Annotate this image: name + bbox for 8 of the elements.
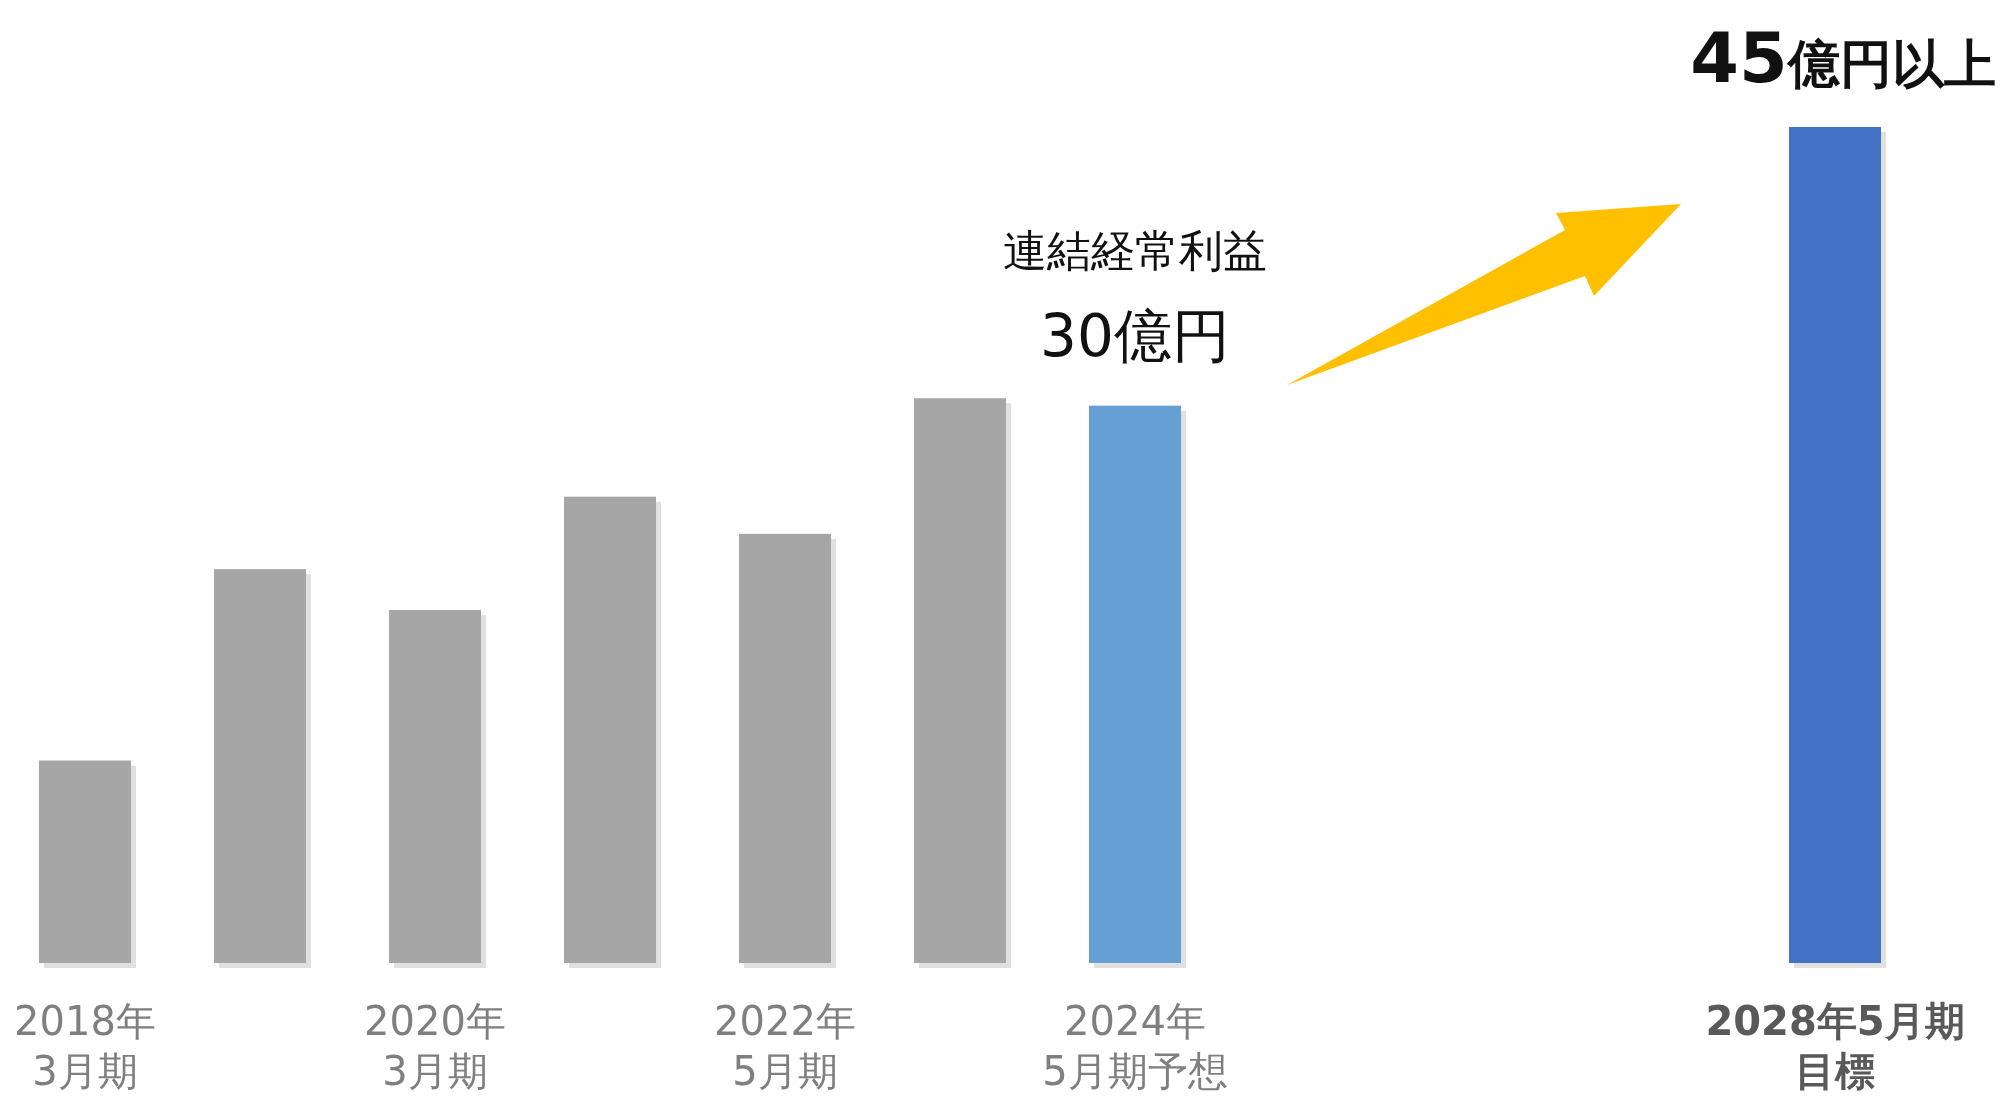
x-tick-label: 2024年 5月期予想 xyxy=(1042,998,1228,1094)
data-label: 45億円以上 xyxy=(1690,17,1996,99)
data-label: 30億円 xyxy=(1040,301,1230,370)
x-tick-label: 2028年5月期目標 xyxy=(1705,998,1965,1094)
x-tick-label: 2022年 5月期 xyxy=(714,998,856,1094)
annotation: 連結経常利益 xyxy=(1003,224,1267,276)
x-tick-label: 2020年 3月期 xyxy=(364,998,506,1094)
x-tick-label: 2018年 3月期 xyxy=(14,998,156,1094)
